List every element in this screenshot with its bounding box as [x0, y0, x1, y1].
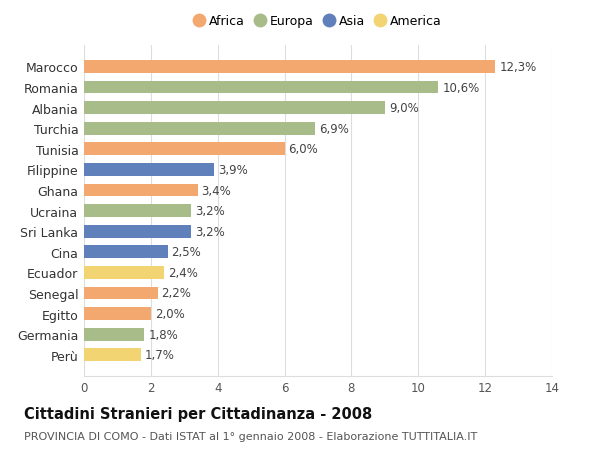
- Text: 3,4%: 3,4%: [202, 184, 232, 197]
- Bar: [84, 246, 167, 258]
- Text: PROVINCIA DI COMO - Dati ISTAT al 1° gennaio 2008 - Elaborazione TUTTITALIA.IT: PROVINCIA DI COMO - Dati ISTAT al 1° gen…: [24, 431, 477, 442]
- Bar: [84, 102, 385, 115]
- Bar: [84, 205, 191, 218]
- Legend: Africa, Europa, Asia, America: Africa, Europa, Asia, America: [189, 10, 447, 33]
- Bar: [84, 349, 141, 361]
- Bar: [84, 81, 439, 94]
- Text: 2,5%: 2,5%: [172, 246, 202, 259]
- Bar: [84, 308, 151, 320]
- Bar: [84, 225, 191, 238]
- Bar: [84, 184, 197, 197]
- Bar: [84, 143, 284, 156]
- Bar: [84, 61, 495, 73]
- Text: 3,9%: 3,9%: [218, 163, 248, 177]
- Text: 6,9%: 6,9%: [319, 123, 349, 135]
- Text: 2,2%: 2,2%: [161, 287, 191, 300]
- Text: 6,0%: 6,0%: [289, 143, 319, 156]
- Text: 2,4%: 2,4%: [168, 266, 198, 279]
- Bar: [84, 164, 214, 176]
- Text: 2,0%: 2,0%: [155, 308, 185, 320]
- Bar: [84, 123, 314, 135]
- Text: 1,8%: 1,8%: [148, 328, 178, 341]
- Text: Cittadini Stranieri per Cittadinanza - 2008: Cittadini Stranieri per Cittadinanza - 2…: [24, 406, 372, 421]
- Text: 10,6%: 10,6%: [442, 81, 479, 95]
- Text: 12,3%: 12,3%: [499, 61, 536, 74]
- Text: 3,2%: 3,2%: [195, 205, 225, 218]
- Bar: [84, 328, 144, 341]
- Text: 1,7%: 1,7%: [145, 348, 175, 362]
- Text: 9,0%: 9,0%: [389, 102, 419, 115]
- Bar: [84, 266, 164, 279]
- Text: 3,2%: 3,2%: [195, 225, 225, 238]
- Bar: [84, 287, 158, 300]
